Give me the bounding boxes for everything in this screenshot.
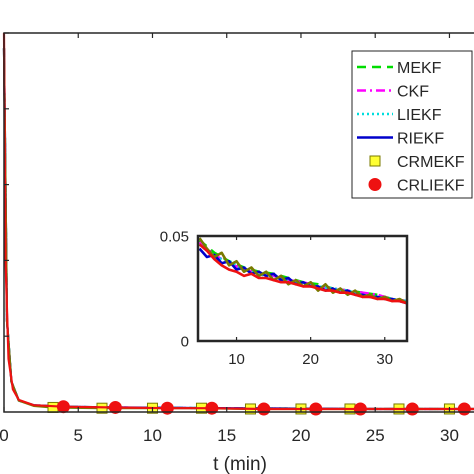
legend-label-mekf: MEKF: [397, 60, 442, 77]
inset-x-tick-label: 30: [376, 351, 393, 368]
main-marker-crliekf: [405, 402, 419, 416]
main-plot-ticks: 0 5 10 15 20 25 30: [0, 32, 459, 445]
legend-marker-crmekf: [369, 155, 381, 167]
legend-marker-crliekf: [368, 178, 382, 191]
main-marker-crliekf: [56, 400, 70, 414]
main-x-tick-label: 5: [74, 426, 83, 445]
inset-plot-ticks: 10 20 30 0 0.05: [160, 228, 393, 368]
main-x-tick-label: 0: [0, 426, 9, 445]
legend-label-crmekf: CRMEKF: [397, 154, 465, 171]
main-marker-crliekf: [353, 402, 367, 416]
legend-items: MEKF CKF LIEKF RIEKF CRMEKF CRLIEKF: [357, 60, 465, 195]
main-marker-crliekf: [205, 401, 219, 415]
legend: MEKF CKF LIEKF RIEKF CRMEKF CRLIEKF: [351, 50, 473, 199]
legend-label-crliekf: CRLIEKF: [397, 178, 465, 195]
inset-plot-series: [198, 237, 408, 305]
main-x-tick-label: 20: [292, 426, 311, 445]
main-marker-crliekf: [457, 402, 471, 416]
legend-label-liekf: LIEKF: [397, 107, 442, 124]
inset-y-tick-label: 0.05: [160, 228, 189, 245]
inset-x-tick-label: 20: [302, 351, 319, 368]
main-series-line-crliekf: [2, 32, 474, 411]
legend-box: [351, 50, 473, 199]
main-x-tick-label: 15: [217, 426, 236, 445]
main-marker-crliekf: [309, 402, 323, 416]
inset-plot: 10 20 30 0 0.05: [160, 228, 409, 368]
main-marker-crliekf: [160, 401, 174, 415]
main-marker-crliekf: [257, 402, 271, 416]
inset-x-tick-label: 10: [228, 351, 245, 368]
main-x-tick-label: 30: [440, 426, 459, 445]
main-marker-crliekf: [108, 400, 122, 414]
legend-label-riekf: RIEKF: [397, 131, 444, 148]
main-plot-axes-box: [3, 32, 474, 413]
legend-label-ckf: CKF: [397, 84, 429, 101]
main-x-tick-label: 25: [366, 426, 385, 445]
main-x-tick-label: 10: [143, 426, 162, 445]
inset-background: [198, 236, 407, 341]
inset-axes-box: [196, 234, 409, 343]
inset-series-line-crliekf: [198, 243, 408, 305]
x-axis-label: t (min): [213, 454, 267, 474]
inset-y-tick-label: 0: [181, 333, 189, 350]
